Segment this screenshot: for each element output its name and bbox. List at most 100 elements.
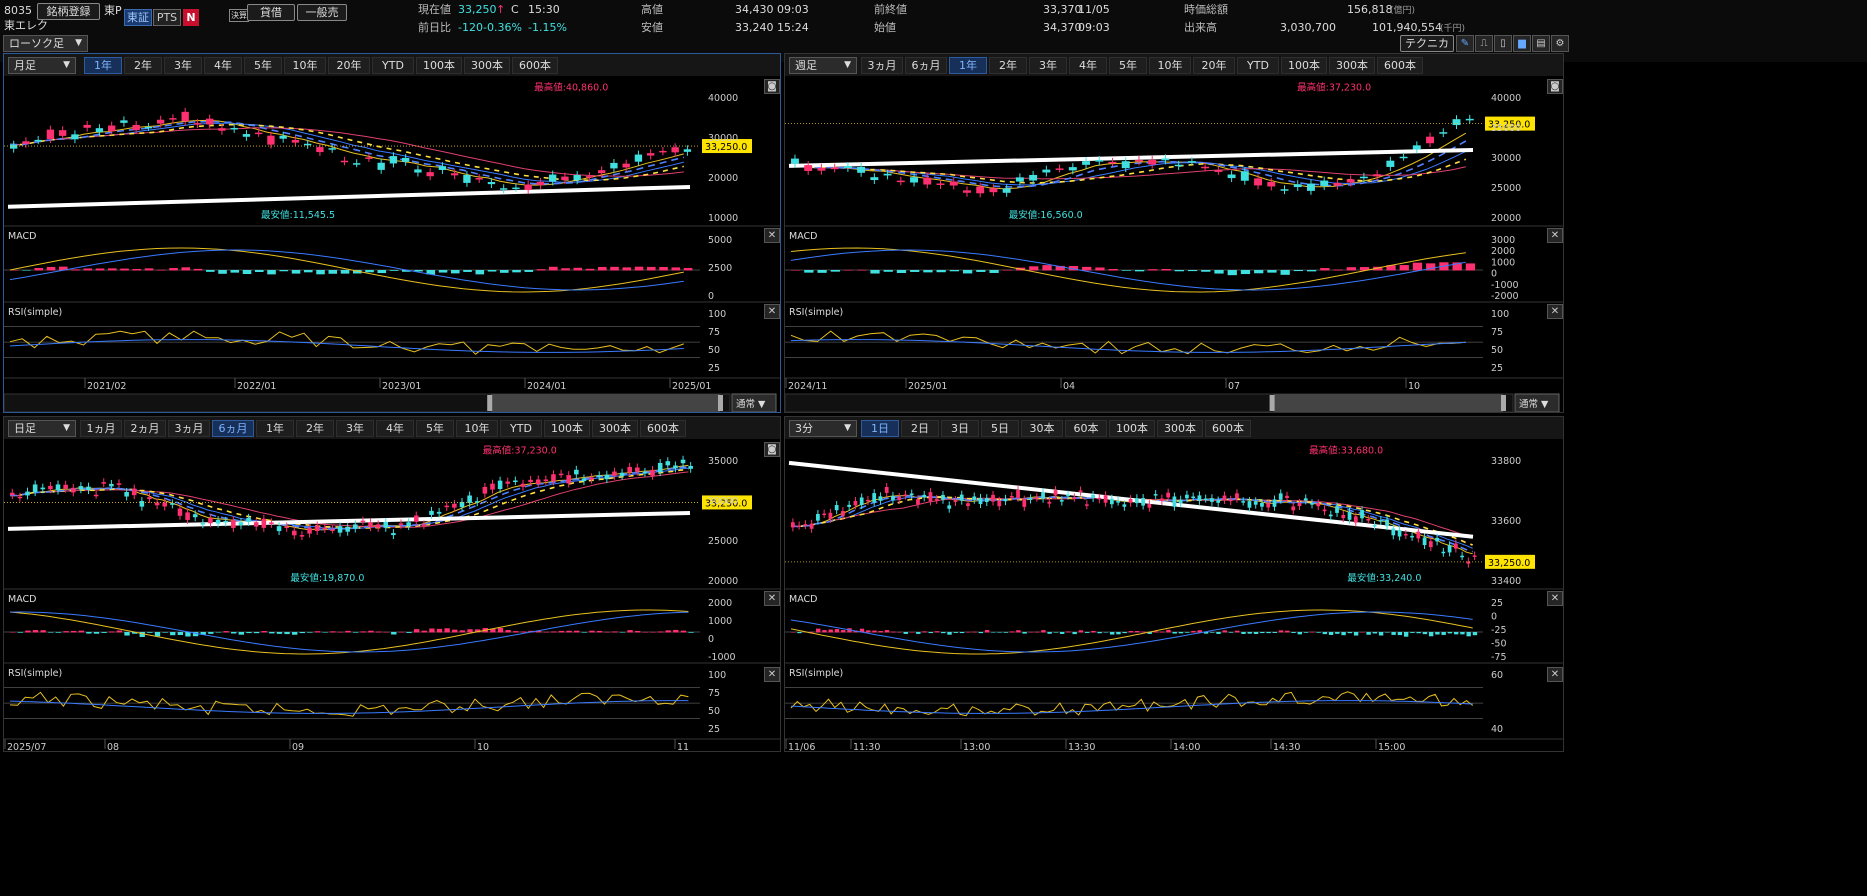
period-button[interactable]: 10年 [284, 57, 326, 74]
period-button[interactable]: 6ヵ月 [212, 420, 254, 437]
candle [1141, 498, 1146, 506]
period-button[interactable]: 3年 [336, 420, 374, 437]
period-button[interactable]: 3ヵ月 [861, 57, 903, 74]
period-button[interactable]: YTD [1237, 57, 1279, 74]
period-button[interactable]: 4年 [376, 420, 414, 437]
camera-icon[interactable]: ◙ [764, 442, 780, 457]
period-button[interactable]: 2日 [901, 420, 939, 437]
period-button[interactable]: 300本 [1329, 57, 1375, 74]
period-button[interactable]: 600本 [512, 57, 558, 74]
period-button[interactable]: 300本 [1157, 420, 1203, 437]
draw-pen-icon[interactable]: ✎ [1456, 35, 1474, 52]
chart-area[interactable]: 33,250.0 最高値:37,230.0 最安値:19,870.0 35000 300… [4, 439, 780, 751]
candle [398, 523, 404, 525]
macd-histogram-bar [177, 632, 184, 635]
close-icon[interactable]: ✕ [1547, 228, 1563, 243]
period-button[interactable]: 10年 [456, 420, 498, 437]
close-icon[interactable]: ✕ [764, 304, 780, 319]
candle [1403, 533, 1408, 536]
chart-area[interactable]: 33,250.0 最高値:33,680.0 最安値:33,240.0 33800 336… [785, 439, 1563, 751]
candle [520, 483, 526, 487]
macd-histogram-bar [192, 632, 199, 637]
period-button[interactable]: 3日 [941, 420, 979, 437]
candle [421, 524, 427, 526]
period-button[interactable]: 300本 [592, 420, 638, 437]
period-button[interactable]: 6ヵ月 [905, 57, 947, 74]
display-mode-select[interactable] [731, 393, 777, 412]
candle [304, 143, 312, 146]
close-icon[interactable]: ✕ [1547, 591, 1563, 606]
period-button[interactable]: 1年 [949, 57, 987, 74]
period-button[interactable]: 600本 [1377, 57, 1423, 74]
layout-icon[interactable]: ▤ [1532, 35, 1550, 52]
period-select[interactable]: 月足 ▼ [8, 57, 76, 74]
period-select[interactable]: 日足 ▼ [8, 420, 76, 437]
period-button[interactable]: 600本 [640, 420, 686, 437]
news-icon[interactable]: N [183, 9, 199, 26]
period-button[interactable]: 300本 [464, 57, 510, 74]
candle [108, 125, 116, 132]
period-button[interactable]: 3年 [1029, 57, 1067, 74]
period-button[interactable]: 100本 [1281, 57, 1327, 74]
chart-area[interactable]: 33,250.0 最高値:40,860.0 最安値:11,545.5 40000 300… [4, 76, 780, 412]
macd-histogram-bar [1426, 263, 1436, 271]
close-icon[interactable]: ✕ [764, 591, 780, 606]
close-icon[interactable]: ✕ [764, 228, 780, 243]
period-button[interactable]: 10年 [1149, 57, 1191, 74]
period-button[interactable]: 100本 [544, 420, 590, 437]
ippan-button[interactable]: 一般売 [297, 4, 347, 21]
period-button[interactable]: 1ヵ月 [80, 420, 122, 437]
macd-histogram-bar [659, 266, 668, 271]
period-button[interactable]: 1日 [861, 420, 899, 437]
bar-chart-icon[interactable]: ▆ [1513, 35, 1531, 52]
period-button[interactable]: 5年 [1109, 57, 1147, 74]
period-button[interactable]: YTD [372, 57, 414, 74]
close-icon[interactable]: ✕ [764, 667, 780, 682]
period-button[interactable]: 2年 [124, 57, 162, 74]
period-button[interactable]: 4年 [204, 57, 242, 74]
candle [1322, 509, 1327, 512]
close-icon[interactable]: ✕ [1547, 667, 1563, 682]
macd-histogram-bar [1360, 631, 1365, 633]
register-stock-button[interactable]: 銘柄登録 [37, 3, 100, 20]
period-button[interactable]: 1年 [84, 57, 122, 74]
price-tick-label: 40000 [1491, 93, 1521, 104]
technical-button[interactable]: テクニカル [1400, 35, 1454, 65]
camera-icon[interactable]: ◙ [764, 79, 780, 94]
chart-area[interactable]: 33,250.0 最高値:37,230.0 最安値:16,560.0 40000 350… [785, 76, 1563, 412]
tab-tosho[interactable]: 東証 [124, 9, 152, 26]
period-button[interactable]: 100本 [1109, 420, 1155, 437]
chart-type-select[interactable]: ローソク足 ▼ [3, 35, 88, 52]
camera-icon[interactable]: ◙ [1547, 79, 1563, 94]
period-button[interactable]: 2年 [296, 420, 334, 437]
period-button[interactable]: YTD [500, 420, 542, 437]
period-button[interactable]: 5日 [981, 420, 1019, 437]
period-button[interactable]: 600本 [1205, 420, 1251, 437]
period-button[interactable]: 20年 [1193, 57, 1235, 74]
close-flag: C [511, 3, 519, 16]
taishaku-button[interactable]: 貸借 [247, 4, 295, 21]
period-button[interactable]: 30本 [1021, 420, 1063, 437]
period-button[interactable]: 20年 [328, 57, 370, 74]
tab-pts[interactable]: PTS [153, 9, 181, 26]
display-mode-select[interactable] [1514, 393, 1560, 412]
period-button[interactable]: 100本 [416, 57, 462, 74]
period-select[interactable]: 週足 ▼ [789, 57, 857, 74]
close-icon[interactable]: ✕ [1547, 304, 1563, 319]
period-button[interactable]: 1年 [256, 420, 294, 437]
candle [1285, 495, 1289, 499]
period-button[interactable]: 60本 [1065, 420, 1107, 437]
period-select[interactable]: 3分 ▼ [789, 420, 857, 437]
period-button[interactable]: 3年 [164, 57, 202, 74]
macd-histogram-bar [34, 267, 44, 271]
period-button[interactable]: 5年 [416, 420, 454, 437]
period-button[interactable]: 5年 [244, 57, 282, 74]
period-button[interactable]: 3ヵ月 [168, 420, 210, 437]
period-button[interactable]: 2ヵ月 [124, 420, 166, 437]
settings-icon[interactable]: ⚙ [1551, 35, 1569, 52]
candle-chart-icon[interactable]: ▯ [1494, 35, 1512, 52]
macd-histogram-bar [884, 630, 890, 633]
period-button[interactable]: 4年 [1069, 57, 1107, 74]
period-button[interactable]: 2年 [989, 57, 1027, 74]
compare-icon[interactable]: ⎍ [1475, 35, 1493, 52]
